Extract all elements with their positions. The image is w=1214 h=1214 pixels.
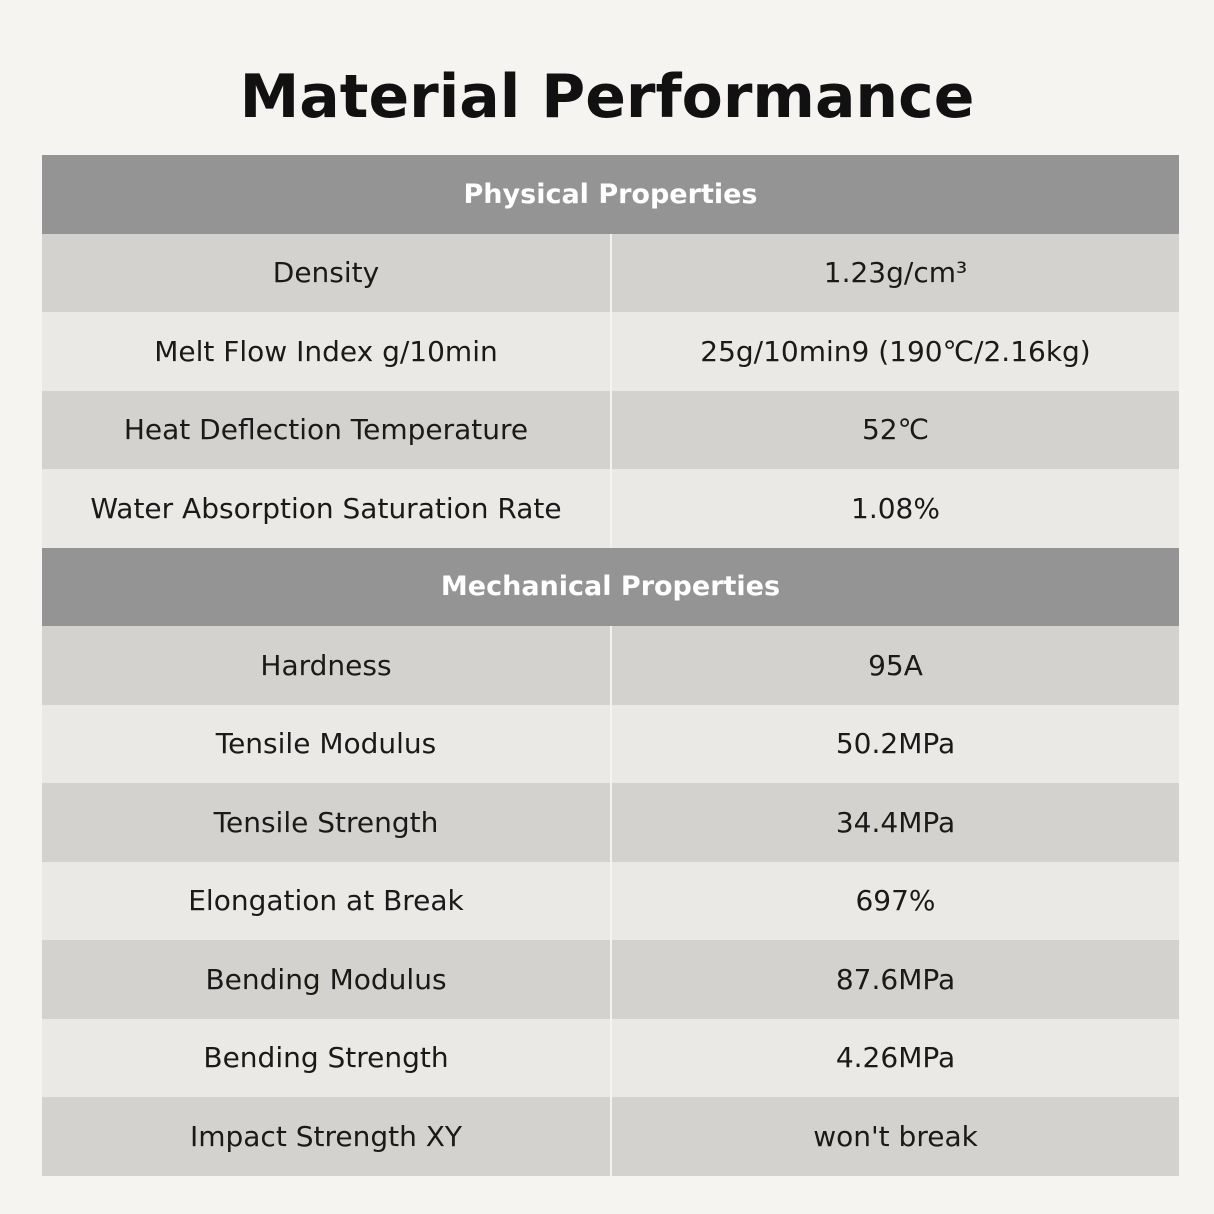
table-row: Water Absorption Saturation Rate 1.08% (42, 469, 1179, 548)
table-row: Hardness 95A (42, 626, 1179, 705)
property-name: Heat Deflection Temperature (42, 390, 612, 469)
property-name: Density (42, 233, 612, 312)
property-name: Impact Strength XY (42, 1097, 612, 1176)
property-name: Melt Flow Index g/10min (42, 312, 612, 391)
property-value: won't break (813, 1119, 978, 1153)
table-row: Bending Strength 4.26MPa (42, 1018, 1179, 1097)
table-row: Tensile Modulus 50.2MPa (42, 704, 1179, 783)
property-value: 34.4MPa (835, 805, 956, 839)
property-value: 697% (855, 884, 936, 918)
property-name: Tensile Strength (42, 783, 612, 862)
property-value: 95A (868, 648, 923, 682)
property-value: 50.2MPa (835, 727, 956, 761)
property-name: Tensile Modulus (42, 704, 612, 783)
property-value: 87.6MPa (835, 962, 956, 996)
table-row: Density 1.23g/cm³ (42, 233, 1179, 312)
property-name: Bending Modulus (42, 940, 612, 1019)
table-row: Impact Strength XY won't break (42, 1097, 1179, 1176)
property-value: 25g/10min9 (190℃/2.16kg) (700, 334, 1091, 368)
property-value: 52℃ (861, 413, 930, 447)
property-value: 1.23g/cm³ (823, 256, 968, 290)
section-header: Mechanical Properties (42, 547, 1179, 626)
property-name: Water Absorption Saturation Rate (42, 469, 612, 548)
properties-table: Physical Properties Density 1.23g/cm³ Melt … (42, 155, 1179, 1176)
property-name: Elongation at Break (42, 861, 612, 940)
table-row: Heat Deflection Temperature 52℃ (42, 390, 1179, 469)
table-row: Melt Flow Index g/10min 25g/10min9 (190℃/… (42, 312, 1179, 391)
property-value: 1.08% (851, 491, 940, 525)
property-name: Hardness (42, 626, 612, 705)
table-row: Bending Modulus 87.6MPa (42, 940, 1179, 1019)
table-row: Elongation at Break 697% (42, 861, 1179, 940)
table-row: Tensile Strength 34.4MPa (42, 783, 1179, 862)
property-name: Bending Strength (42, 1018, 612, 1097)
property-value: 4.26MPa (835, 1041, 956, 1075)
page-title: Material Performance (239, 62, 975, 132)
section-header: Physical Properties (42, 155, 1179, 234)
